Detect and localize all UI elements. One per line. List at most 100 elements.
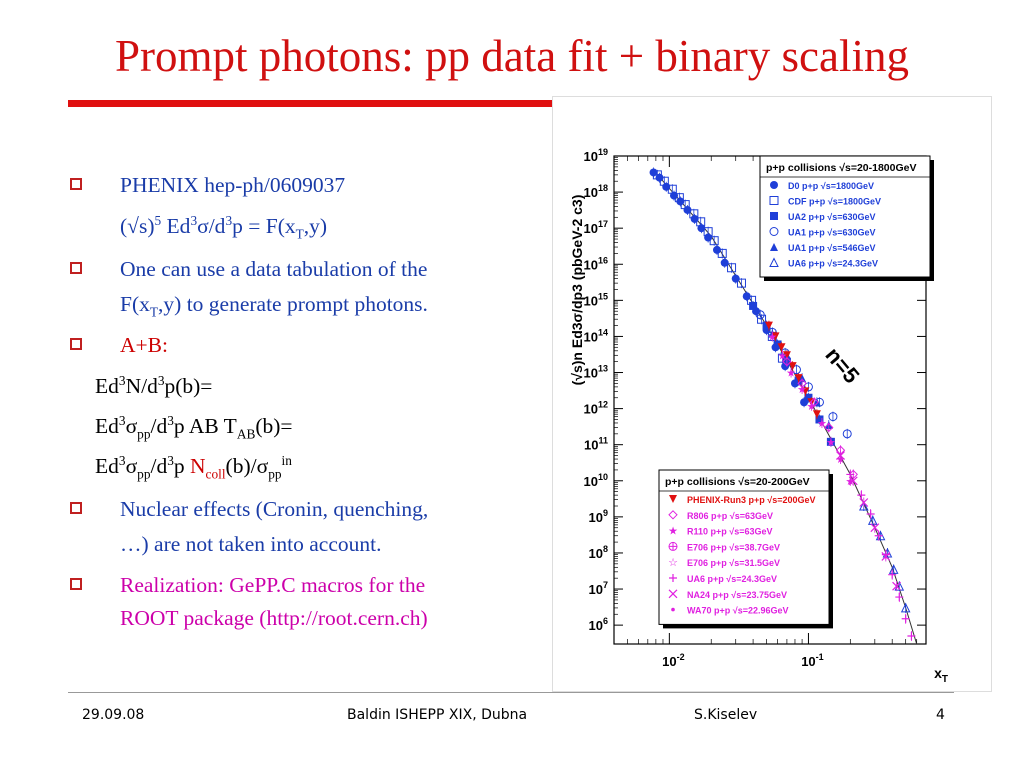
data-point	[655, 173, 664, 182]
footer-date: 29.09.08	[82, 707, 145, 723]
data-point	[867, 515, 878, 525]
data-point	[881, 552, 891, 561]
legend-top-box	[759, 155, 931, 278]
footer-conference: Baldin ISHEPP XIX, Dubna	[347, 707, 528, 723]
legend-entry-label: UA2 p+p √s=630GeV	[788, 212, 875, 222]
bullet-phenix-ref: PHENIX hep-ph/0609037	[120, 172, 345, 198]
footer-divider	[68, 692, 954, 693]
data-point	[712, 245, 721, 254]
eq-part: p AB T	[173, 414, 237, 438]
data-point	[794, 374, 803, 383]
data-point	[812, 398, 821, 407]
formula-part: σ/d	[197, 214, 226, 238]
formula-sup: 3	[190, 212, 198, 228]
legend-bottom-box	[658, 469, 830, 625]
bullet-nuclear-effects: Nuclear effects (Cronin, quenching,	[120, 496, 428, 522]
data-point	[857, 491, 866, 500]
legend-entry-label: PHENIX-Run3 p+p √s=200GeV	[687, 495, 815, 505]
data-point	[755, 310, 765, 320]
formula-part: ,y)	[303, 214, 328, 238]
bullet-text: One can use a data tabulation of the	[120, 257, 428, 281]
legend-entry-label: UA1 p+p √s=546GeV	[788, 243, 875, 253]
data-point	[801, 387, 810, 396]
data-point	[895, 593, 904, 602]
formula-part: (√s)	[120, 214, 155, 238]
data-point: ★	[806, 400, 816, 413]
legend-marker	[769, 227, 779, 236]
equation-line-2: Ed3σpp/d3p AB TAB(b)=	[95, 413, 293, 441]
data-point	[703, 227, 713, 237]
legend-marker	[668, 589, 678, 599]
data-point: ★	[797, 383, 807, 396]
y-tick-label: 106	[589, 616, 608, 633]
data-point	[788, 362, 797, 371]
data-point	[731, 274, 740, 283]
bullet-text: ROOT package (http://root.cern.ch)	[120, 606, 428, 630]
data-point	[870, 523, 880, 533]
data-point	[809, 397, 819, 407]
bullet-square-icon	[70, 338, 82, 350]
bullet-text: PHENIX hep-ph/0609037	[120, 173, 346, 197]
footer-page-number: 4	[936, 707, 945, 723]
data-point	[888, 564, 899, 574]
y-tick-label: 1013	[584, 364, 608, 381]
y-tick-label: 109	[589, 508, 608, 525]
legend-entry-label: CDF p+p √s=1800GeV	[788, 197, 881, 207]
eq-part: Ed	[95, 374, 119, 398]
bullet-realization-cont: ROOT package (http://root.cern.ch)	[120, 605, 428, 631]
data-point	[764, 321, 773, 330]
data-point	[742, 292, 751, 301]
data-point	[727, 263, 737, 273]
equation-line-1: Ed3N/d3p(b)=	[95, 373, 212, 399]
eq-sub: pp	[137, 466, 151, 482]
data-point: ★	[777, 349, 787, 362]
data-point	[815, 415, 824, 424]
legend-marker	[770, 181, 778, 189]
eq-sup: 3	[157, 372, 165, 388]
legend-marker	[770, 212, 778, 220]
legend-marker	[769, 257, 779, 267]
legend-entry-label: E706 p+p √s=38.7GeV	[687, 542, 780, 552]
formula-part: ,y) to generate prompt photons.	[158, 292, 428, 316]
legend-bottom-title: p+p collisions √s=20-200GeV	[665, 476, 810, 488]
legend-entry-label: R110 p+p √s=63GeV	[687, 527, 773, 537]
legend-entry-label: UA6 p+p √s=24.3GeV	[788, 259, 878, 269]
eq-part: p	[173, 454, 191, 478]
legend-marker	[668, 510, 678, 520]
data-point: ★	[786, 367, 796, 380]
x-axis-label: xT	[934, 665, 948, 685]
data-point	[680, 200, 690, 210]
eq-sup: 3	[118, 452, 126, 468]
data-point	[782, 351, 791, 360]
data-point	[749, 301, 758, 310]
y-tick-label: 107	[589, 580, 608, 597]
formula-part: p = F(x	[232, 214, 296, 238]
formula-sub: T	[149, 304, 159, 320]
data-point	[736, 278, 746, 288]
legend-marker: ★	[668, 525, 678, 538]
bullet-nuclear-effects-cont: …) are not taken into account.	[120, 531, 382, 557]
data-point	[798, 374, 807, 383]
legend-marker	[671, 607, 675, 612]
data-point	[907, 631, 916, 640]
bullet-realization: Realization: GePP.C macros for the	[120, 572, 425, 598]
data-point	[782, 356, 792, 367]
formula-part: F(x	[120, 292, 150, 316]
data-point	[762, 321, 771, 330]
x-tick-label: 10-2	[662, 652, 684, 669]
y-tick-label: 1011	[584, 436, 608, 453]
y-axis-label: (√s)n Ed3σ/dp3 (pbGeV-2 c3)	[569, 195, 585, 386]
legend-entry-label: D0 p+p √s=1800GeV	[788, 181, 874, 191]
bullet-phenix-formula: (√s)5 Ed3σ/d3p = F(xT,y)	[120, 212, 328, 241]
eq-part: /d	[150, 454, 168, 478]
bullet-square-icon	[70, 502, 82, 514]
eq-part: (b)=	[255, 414, 293, 438]
bullet-data-tabulation: One can use a data tabulation of the	[120, 256, 427, 282]
data-point	[888, 570, 897, 579]
xt-scaling-chart: 106 107 108 109 1010 1011 1012 1013 1014 1015 1016…	[569, 147, 948, 685]
y-tick-label: 1018	[584, 183, 608, 200]
data-point	[859, 498, 869, 507]
data-point	[674, 193, 684, 203]
eq-sup: 3	[118, 372, 126, 388]
